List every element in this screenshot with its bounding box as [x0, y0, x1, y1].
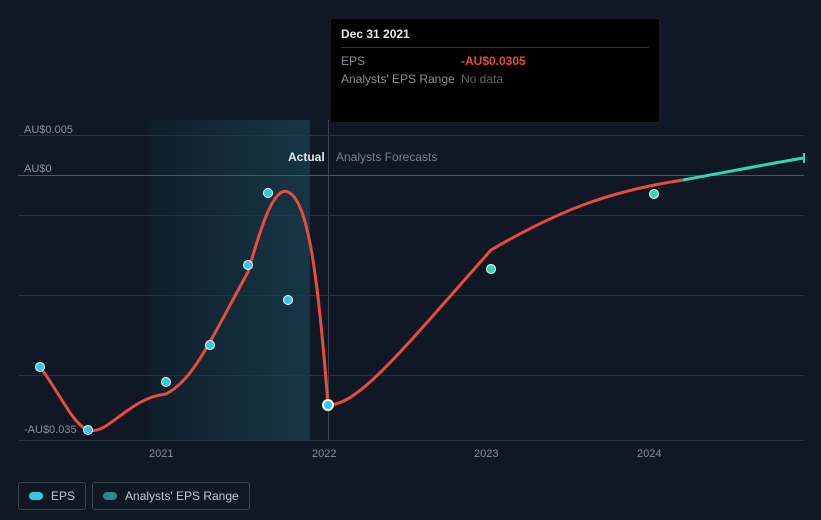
eps-forecast-marker[interactable] — [487, 265, 496, 274]
tooltip-row: EPS -AU$0.0305 — [341, 52, 649, 70]
gridline — [18, 440, 804, 441]
eps-marker-active[interactable] — [323, 400, 333, 410]
tooltip-row: Analysts' EPS Range No data — [341, 70, 649, 88]
legend-label: EPS — [51, 489, 75, 503]
eps-marker[interactable] — [36, 363, 45, 372]
tooltip-date: Dec 31 2021 — [341, 27, 649, 48]
eps-forecast-line-red — [328, 180, 683, 405]
chart-svg — [18, 120, 804, 440]
legend-label: Analysts' EPS Range — [125, 489, 239, 503]
tooltip-value: No data — [461, 72, 503, 86]
eps-marker[interactable] — [264, 189, 273, 198]
eps-chart: AU$0.005 AU$0 -AU$0.035 2021 2022 2023 2… — [0, 0, 821, 520]
legend-item-eps-range[interactable]: Analysts' EPS Range — [92, 482, 250, 510]
legend-swatch-icon — [29, 492, 43, 500]
chart-tooltip: Dec 31 2021 EPS -AU$0.0305 Analysts' EPS… — [330, 18, 660, 123]
eps-marker[interactable] — [84, 426, 93, 435]
tooltip-label: Analysts' EPS Range — [341, 72, 461, 86]
x-tick-label: 2024 — [637, 448, 661, 460]
eps-marker[interactable] — [162, 378, 171, 387]
x-tick-label: 2023 — [474, 448, 498, 460]
eps-actual-line — [40, 191, 328, 430]
tooltip-label: EPS — [341, 54, 461, 68]
chart-legend: EPS Analysts' EPS Range — [18, 482, 250, 510]
eps-marker[interactable] — [284, 296, 293, 305]
legend-swatch-icon — [103, 492, 117, 500]
eps-marker[interactable] — [244, 261, 253, 270]
x-tick-label: 2021 — [149, 448, 173, 460]
eps-forecast-line-teal — [683, 158, 804, 180]
tooltip-value: -AU$0.0305 — [461, 54, 526, 68]
eps-marker[interactable] — [206, 341, 215, 350]
x-tick-label: 2022 — [312, 448, 336, 460]
eps-forecast-marker[interactable] — [650, 190, 659, 199]
legend-item-eps[interactable]: EPS — [18, 482, 86, 510]
